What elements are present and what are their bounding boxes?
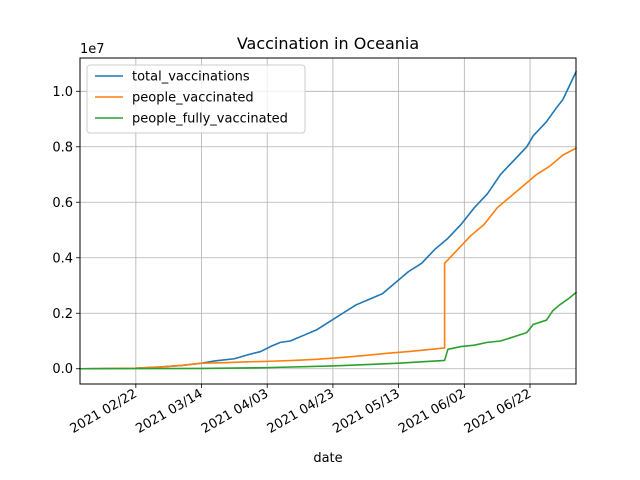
y-tick-label: 0.4 (52, 251, 73, 266)
x-axis-label: date (313, 451, 342, 466)
series-layer (79, 70, 578, 370)
series-line-total_vaccinations (79, 70, 578, 370)
chart-title: Vaccination in Oceania (237, 34, 419, 53)
legend-label-people_vaccinated: people_vaccinated (132, 91, 254, 106)
y-tick-label: 0.2 (52, 307, 73, 322)
y-tick-label: 1.0 (52, 85, 73, 100)
plot-frame (79, 57, 577, 385)
legend-label-people_fully_vaccinated: people_fully_vaccinated (132, 112, 288, 127)
legend-label-total_vaccinations: total_vaccinations (132, 70, 250, 85)
y-tick-label: 0.0 (52, 362, 73, 377)
y-axis: 0.0 0.2 0.4 0.6 0.8 1.0 (52, 85, 80, 377)
y-axis-scale-label: 1e7 (80, 42, 105, 57)
legend: total_vaccinations people_vaccinatedpeopl… (86, 64, 306, 134)
legend-box (86, 64, 306, 134)
series-line-people_vaccinated (79, 147, 578, 370)
y-tick-label: 0.6 (52, 196, 73, 211)
y-tick-label: 0.8 (52, 140, 73, 155)
series-line-people_fully_vaccinated (79, 291, 578, 370)
